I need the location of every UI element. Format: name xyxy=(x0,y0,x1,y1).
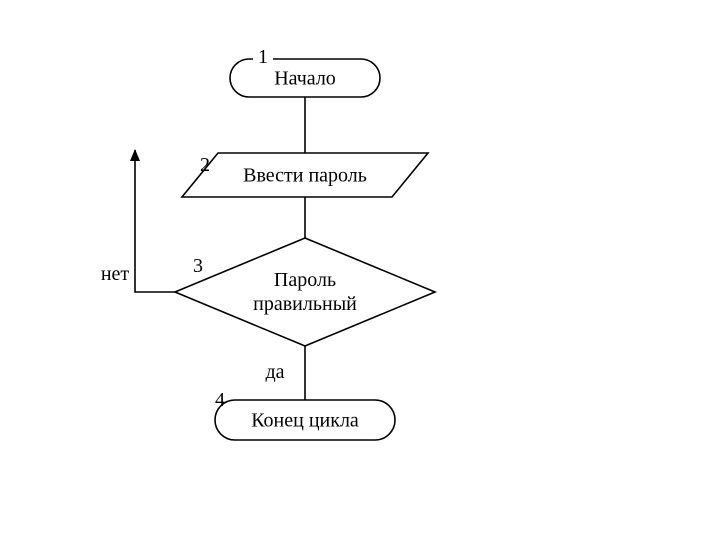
edge-no-label: нет xyxy=(101,263,130,285)
start-number: 1 xyxy=(258,46,268,68)
edge-no-loop xyxy=(135,150,175,292)
input-label: Ввести пароль xyxy=(243,165,367,187)
decision-label-2: правильный xyxy=(253,293,357,315)
node-input: 2 Ввести пароль xyxy=(182,153,428,197)
decision-number: 3 xyxy=(193,255,203,277)
flowchart: 1 Начало 2 Ввести пароль 3 Пароль правил… xyxy=(0,0,720,540)
node-start: 1 Начало xyxy=(230,46,380,97)
end-number: 4 xyxy=(215,389,225,411)
end-label: Конец цикла xyxy=(251,410,359,432)
input-number: 2 xyxy=(200,154,210,176)
edge-yes-label: да xyxy=(265,361,284,383)
node-decision: 3 Пароль правильный xyxy=(175,238,435,346)
decision-shape xyxy=(175,238,435,346)
start-label: Начало xyxy=(274,68,336,90)
decision-label-1: Пароль xyxy=(274,269,336,291)
